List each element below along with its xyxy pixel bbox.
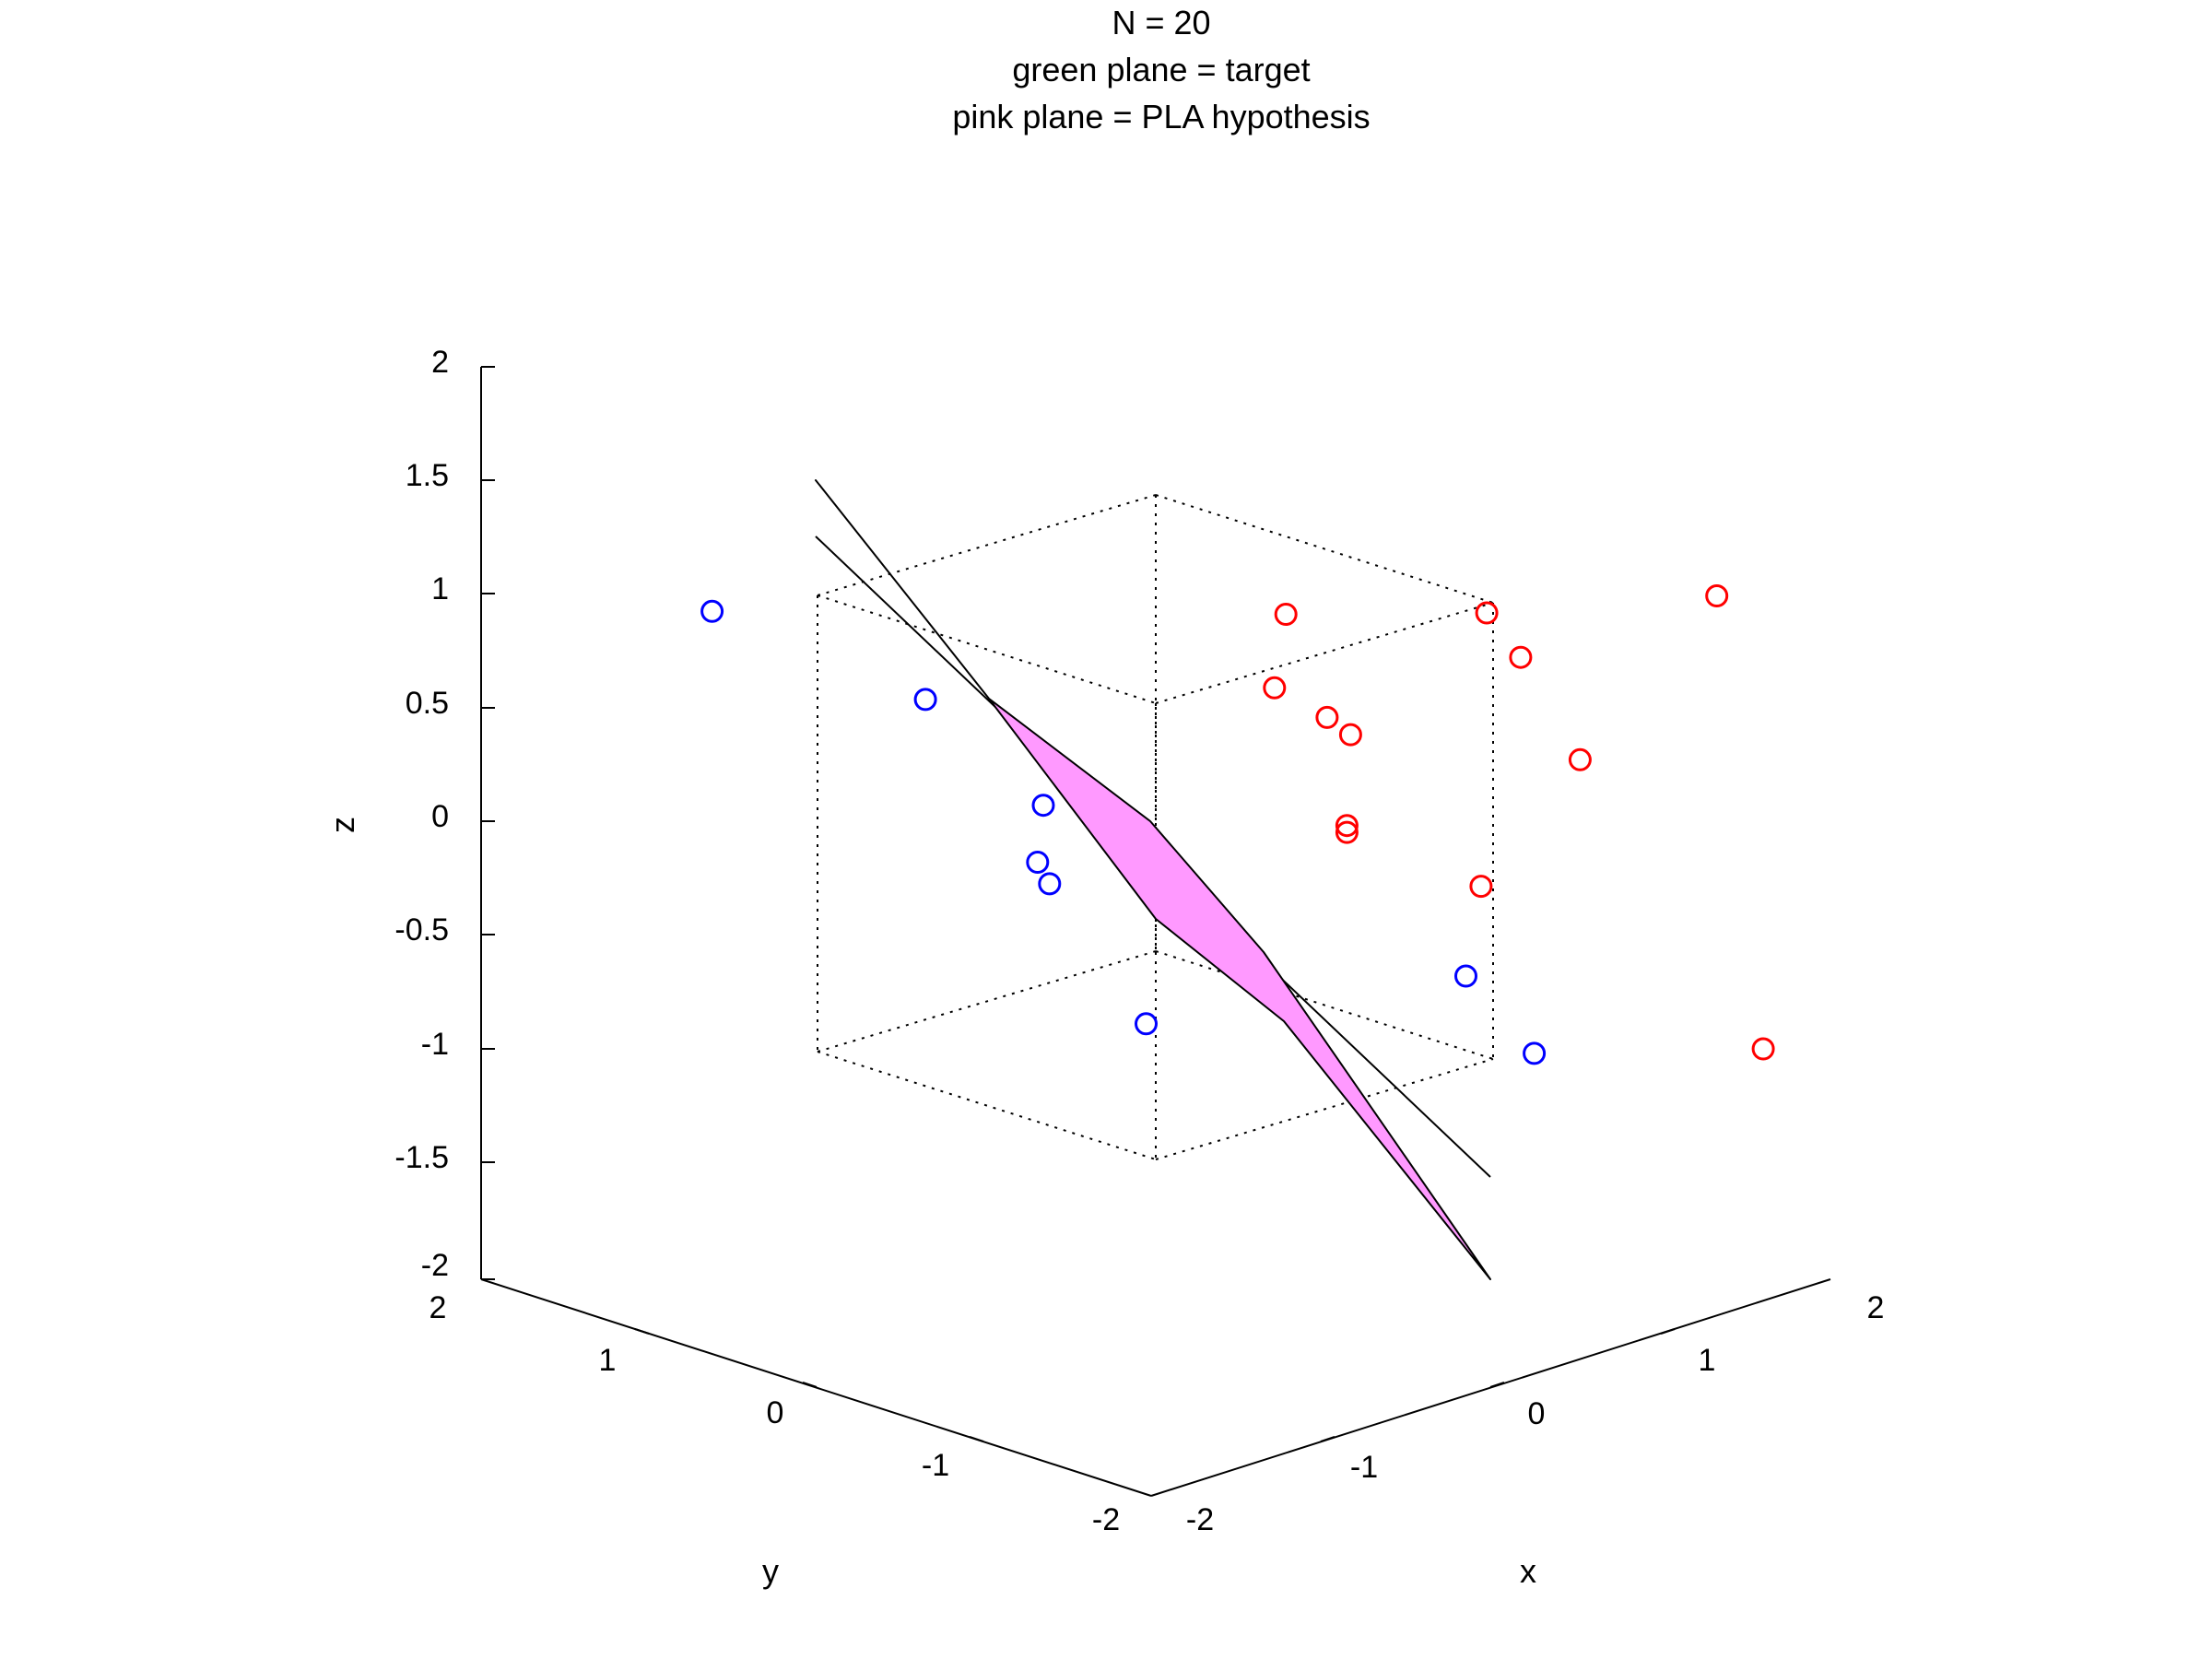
red-data-point: [1338, 723, 1362, 747]
axes: [480, 367, 1831, 1497]
hypothesis-plane: [815, 479, 1491, 1280]
x-tick: 2: [1867, 1290, 1885, 1325]
z-tick-label: -1.5: [394, 1140, 449, 1175]
y-tick: -2: [1092, 1502, 1120, 1537]
red-data-point: [1263, 676, 1287, 700]
red-data-point: [1315, 705, 1339, 729]
red-data-point: [1469, 875, 1493, 899]
z-axis-label: z: [324, 817, 361, 833]
z-tick: -0.5: [394, 912, 495, 947]
x-axis-label: x: [1520, 1552, 1536, 1590]
blue-data-point: [1523, 1041, 1547, 1065]
x-ticks: -2 -1 0 1 2: [1186, 1290, 1885, 1537]
z-tick: -1: [421, 1027, 495, 1062]
z-tick: -2: [421, 1248, 495, 1283]
z-tick-label: -0.5: [394, 912, 449, 947]
z-tick-label: 0: [431, 799, 449, 834]
y-tick: 2: [429, 1290, 447, 1325]
y-tick: -1: [922, 1436, 984, 1483]
blue-data-point: [1031, 794, 1055, 818]
z-tick: 1.5: [406, 458, 495, 493]
z-tick: -1.5: [394, 1140, 495, 1175]
y-ticks: 2 1 0 -1 -2: [429, 1290, 1121, 1537]
title-line: N = 20: [1112, 4, 1210, 41]
red-data-point: [1274, 603, 1298, 626]
z-tick: 1: [431, 571, 495, 606]
blue-data-point: [1454, 964, 1477, 988]
x-tick: 1: [1660, 1328, 1716, 1378]
red-data-point: [1705, 584, 1729, 607]
z-tick-label: 2: [431, 345, 449, 380]
y-tick-label: 1: [599, 1343, 617, 1378]
title-line: pink plane = PLA hypothesis: [952, 98, 1370, 135]
y-tick-label: 2: [429, 1290, 447, 1325]
x-tick-label: -2: [1186, 1502, 1214, 1537]
red-data-point: [1568, 747, 1592, 771]
z-tick-label: 1: [431, 571, 449, 606]
z-tick-label: -1: [421, 1027, 449, 1062]
red-data-point: [1335, 820, 1359, 844]
blue-data-point: [913, 688, 937, 712]
blue-data-point: [1038, 872, 1062, 896]
chart-title: N = 20 green plane = target pink plane =…: [952, 4, 1370, 135]
x-tick-label: 1: [1699, 1343, 1716, 1378]
data-markers: [700, 584, 1775, 1065]
y-tick: 0: [767, 1382, 818, 1430]
z-tick: 0.5: [406, 686, 495, 721]
z-tick-label: 1.5: [406, 458, 449, 493]
x-tick-label: -1: [1350, 1450, 1378, 1485]
red-data-point: [1751, 1037, 1775, 1061]
z-tick-label: -2: [421, 1248, 449, 1283]
blue-data-point: [1026, 851, 1050, 874]
x-tick-label: 2: [1867, 1290, 1885, 1325]
red-data-point: [1475, 601, 1499, 625]
y-tick-label: 0: [767, 1395, 784, 1430]
z-tick: 2: [431, 345, 495, 380]
z-tick-label: 0.5: [406, 686, 449, 721]
blue-data-point: [1135, 1012, 1158, 1036]
z-tick: 0: [431, 799, 495, 834]
red-data-point: [1509, 645, 1533, 669]
blue-data-point: [700, 599, 724, 623]
y-tick: 1: [599, 1328, 650, 1378]
red-data-point: [1335, 814, 1359, 838]
y-axis-label: y: [762, 1552, 779, 1590]
title-line: green plane = target: [1012, 51, 1310, 88]
x-tick: -1: [1320, 1436, 1378, 1485]
x-tick: 0: [1489, 1382, 1546, 1431]
x-tick-label: 0: [1528, 1396, 1546, 1431]
data-region-box: [817, 494, 1494, 1160]
y-tick-label: -2: [1092, 1502, 1120, 1537]
y-tick-label: -1: [922, 1448, 949, 1483]
z-ticks: 2 1.5 1 0.5 0 -0.5 -1 -1.5 -2: [394, 345, 495, 1283]
x-tick: -2: [1186, 1502, 1214, 1537]
